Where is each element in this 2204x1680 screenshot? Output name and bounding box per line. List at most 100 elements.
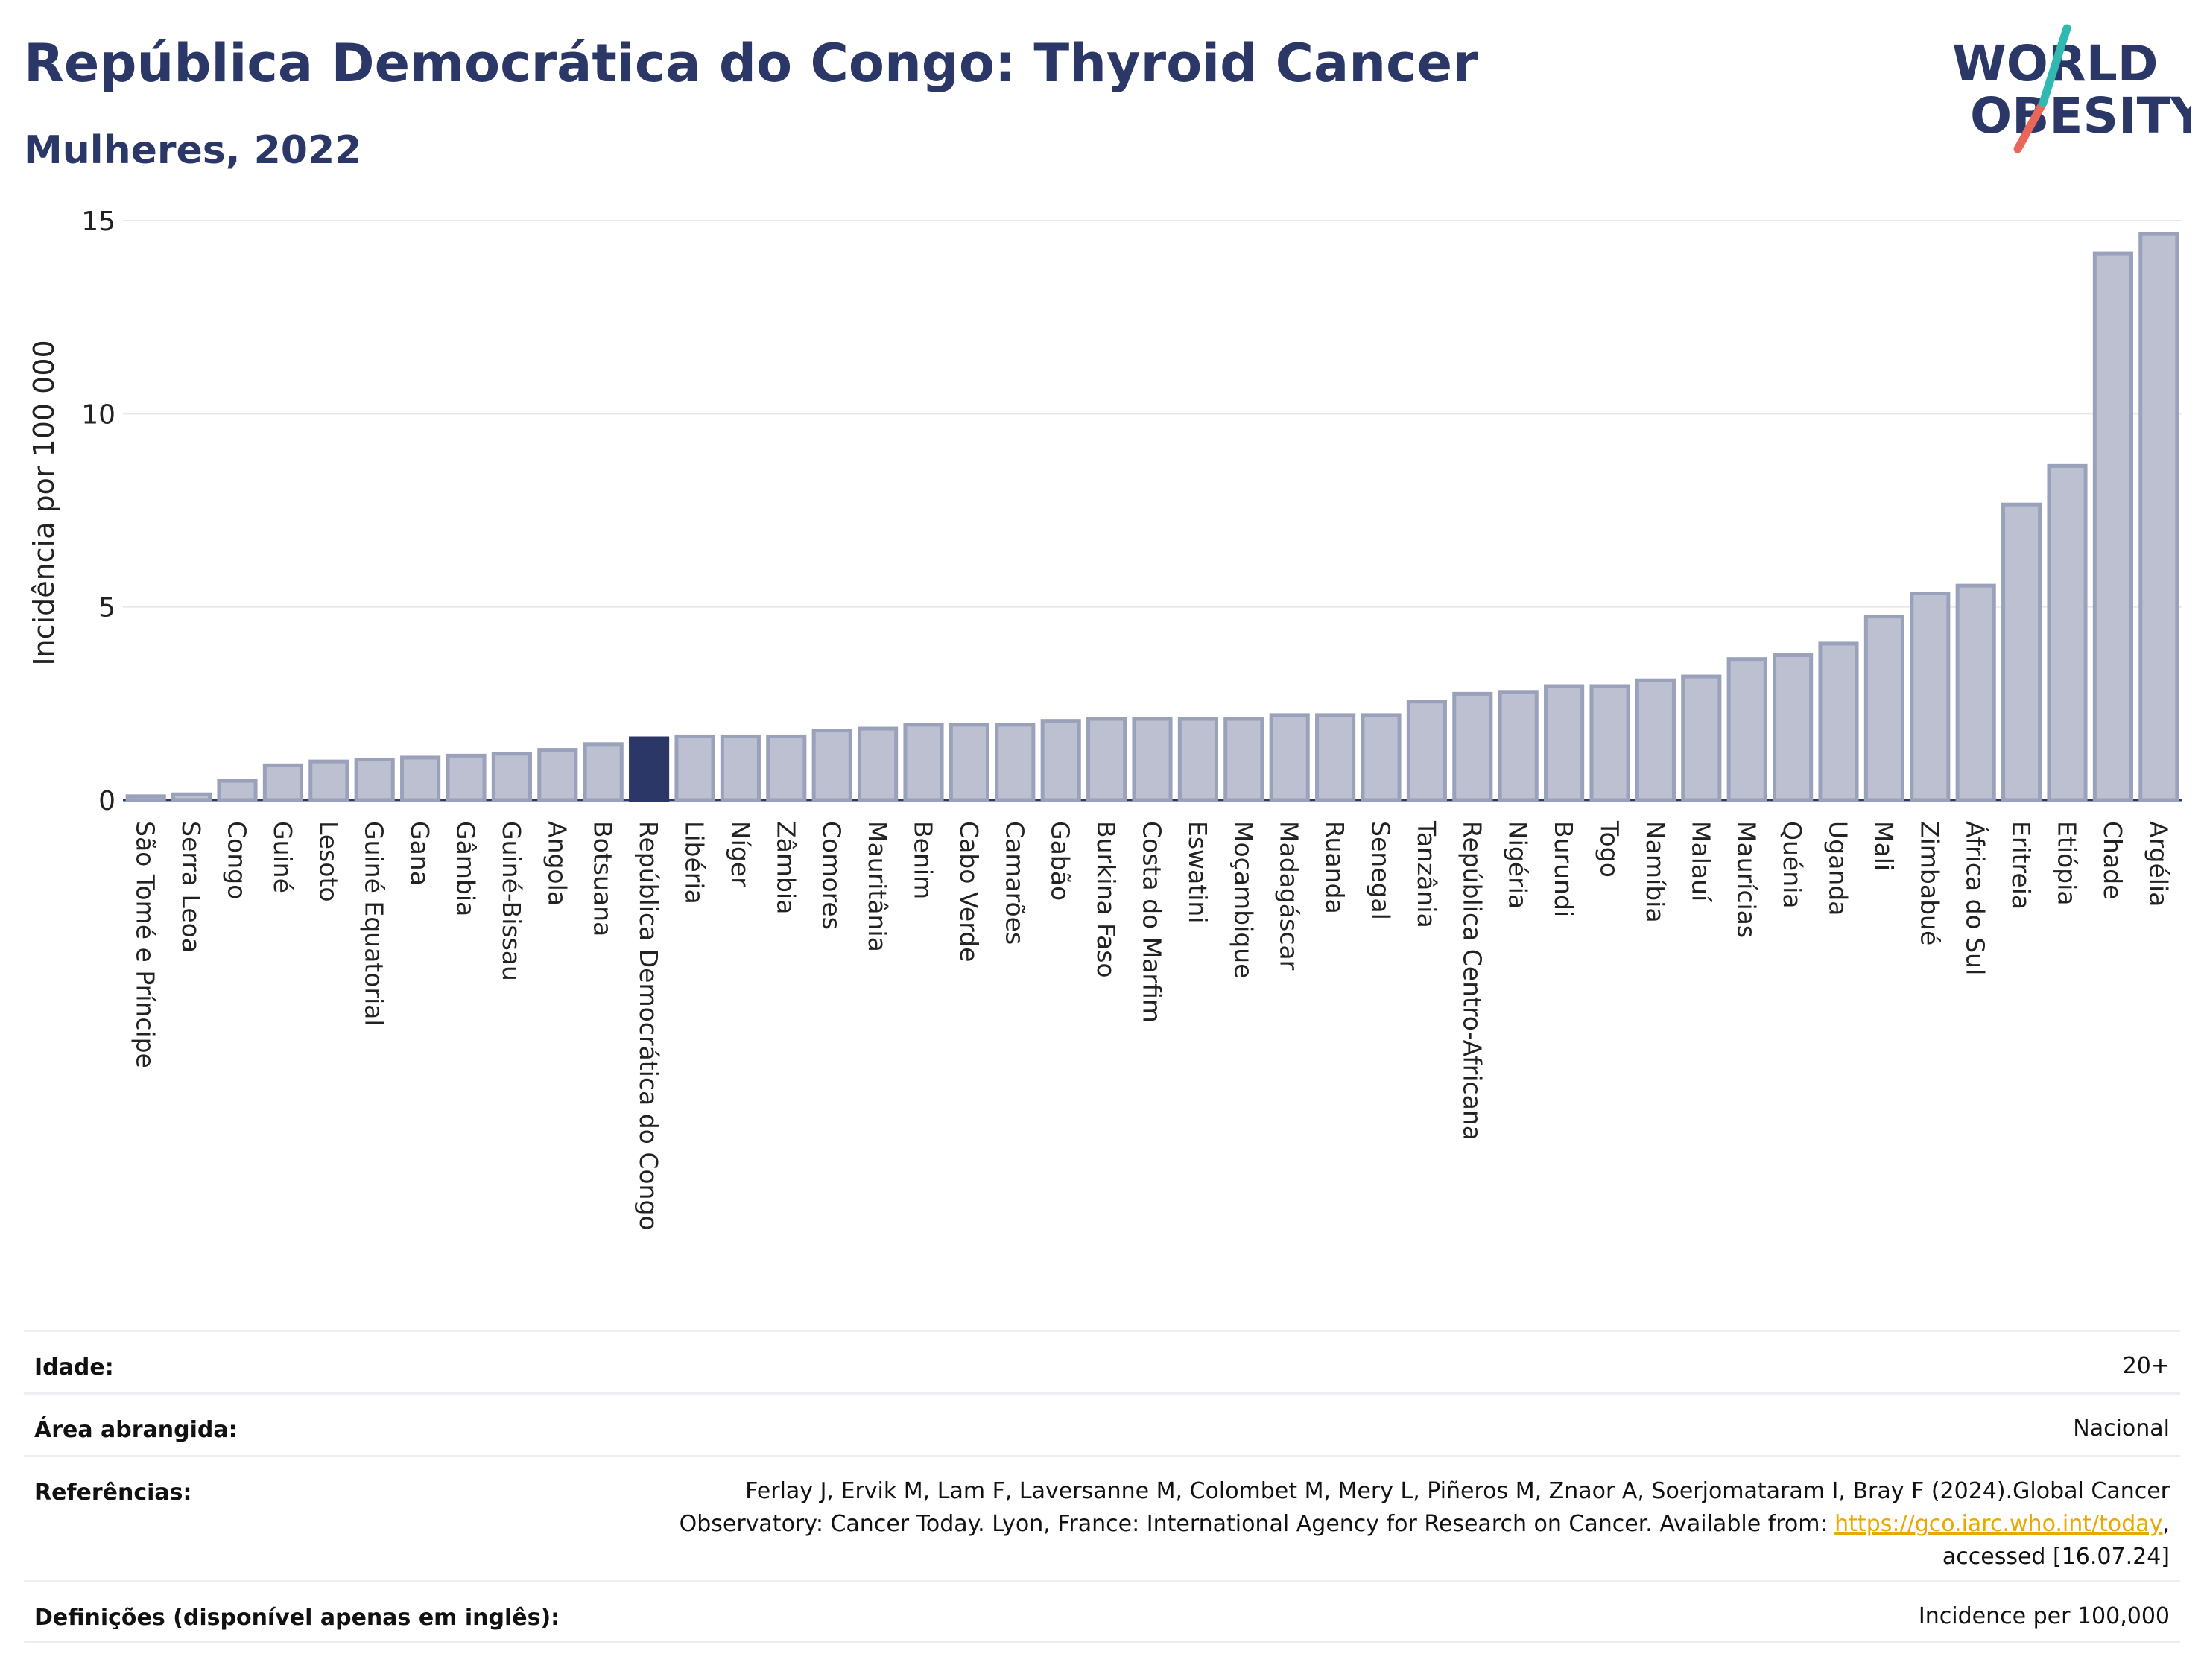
definitions-label: Definições (disponível apenas em inglês)… (34, 1605, 560, 1631)
bar-8 (446, 753, 487, 802)
area-label: Área abrangida: (34, 1417, 238, 1443)
bar-43 (2047, 463, 2088, 802)
x-tick-label: Senegal (1367, 821, 1396, 920)
bar-10 (537, 748, 578, 802)
age-label: Idade: (34, 1354, 114, 1381)
x-tick-label: Argélia (2144, 821, 2173, 907)
bar-31 (1498, 690, 1539, 802)
definitions-value: Incidence per 100,000 (1918, 1603, 2170, 1629)
x-tick-label: Eritreia (2007, 821, 2036, 910)
bar-33 (1589, 684, 1630, 802)
x-tick-label: Uganda (1824, 821, 1853, 916)
page-title: República Democrática do Congo: Thyroid … (24, 33, 1478, 94)
x-tick-label: Nigéria (1504, 821, 1533, 909)
x-tick-label: Botsuana (589, 821, 618, 936)
y-tick-label: 15 (81, 206, 115, 237)
bar-17 (858, 726, 899, 802)
y-axis-label: Incidência por 100 000 (28, 340, 60, 665)
bar-37 (1773, 653, 1814, 802)
bar-23 (1132, 717, 1173, 802)
bars (125, 232, 2179, 802)
x-tick-label: Eswatini (1183, 821, 1212, 923)
bar-21 (1040, 719, 1081, 802)
bar-29 (1406, 700, 1447, 802)
x-tick-label: Tanzânia (1412, 820, 1441, 928)
bar-25 (1223, 717, 1264, 802)
bar-41 (1955, 583, 1996, 802)
x-tick-label: Gâmbia (452, 821, 481, 916)
y-tick-labels: 0 5 10 15 (81, 206, 115, 817)
x-tick-label: Guiné (268, 821, 297, 893)
x-tick-label: Chade (2098, 821, 2127, 899)
bar-4 (262, 763, 303, 802)
info-row-area: Área abrangida: Nacional (24, 1392, 2180, 1455)
page-subtitle: Mulheres, 2022 (24, 128, 362, 173)
bar-11 (583, 742, 624, 802)
bar-36 (1726, 657, 1767, 802)
bar-5 (308, 759, 349, 802)
x-tick-labels: São Tomé e Príncipe Serra Leoa Congo Guiné L… (131, 820, 2173, 1231)
logo-line2: OBESITY (1970, 87, 2191, 145)
x-tick-label: Namíbia (1641, 821, 1670, 923)
x-tick-label: Mali (1869, 821, 1899, 871)
x-tick-label: Lesoto (314, 821, 343, 902)
y-tick-label: 0 (98, 786, 115, 817)
bar-7 (400, 755, 441, 802)
x-tick-label: Libéria (680, 821, 709, 904)
bar-16 (811, 729, 852, 802)
bar-13 (674, 734, 715, 802)
x-tick-label: Moçambique (1229, 821, 1258, 978)
x-tick-label: Guiné-Bissau (497, 821, 526, 981)
x-tick-label: Gabão (1046, 821, 1075, 901)
x-tick-label: Guiné Equatorial (360, 821, 389, 1027)
bar-chart: 0 5 10 15 São Tomé e Príncipe Serra Leoa Cong… (28, 206, 2182, 1231)
info-row-definitions: Definições (disponível apenas em inglês)… (24, 1580, 2180, 1643)
references-text-4: accessed [16.07.24] (1942, 1544, 2170, 1570)
area-value: Nacional (2073, 1416, 2170, 1442)
bar-1 (125, 794, 166, 802)
bar-6 (354, 758, 395, 802)
bar-45 (2138, 232, 2179, 802)
bar-15 (766, 734, 807, 802)
x-tick-label: Congo (223, 821, 252, 899)
x-tick-label: Burkina Faso (1092, 821, 1121, 978)
references-text-3: , (2162, 1511, 2170, 1537)
info-row-age: Idade: 20+ (24, 1330, 2180, 1392)
bar-40 (1910, 592, 1951, 802)
bar-27 (1315, 713, 1356, 802)
bar-24 (1177, 717, 1218, 802)
bar-32 (1544, 684, 1585, 802)
y-tick-label: 10 (81, 399, 115, 430)
x-tick-label: Togo (1595, 820, 1624, 878)
x-tick-label: África do Sul (1961, 821, 1991, 975)
bar-30 (1452, 691, 1493, 802)
x-tick-label: República Democrática do Congo (634, 821, 663, 1231)
bar-42 (2001, 502, 2042, 802)
x-tick-label: São Tomé e Príncipe (131, 821, 160, 1068)
x-tick-label: Burundi (1549, 821, 1578, 917)
x-tick-label: Níger (726, 821, 755, 887)
x-tick-label: Benim (909, 821, 938, 899)
x-tick-label: República Centro-Africana (1457, 821, 1486, 1141)
x-tick-label: Costa do Marfim (1138, 821, 1167, 1023)
bar-22 (1086, 717, 1127, 802)
info-row-references: Referências: Ferlay J, Ervik M, Lam F, L… (24, 1455, 2180, 1580)
bar-9 (491, 752, 532, 802)
x-tick-label: Maurícias (1732, 821, 1761, 938)
bar-26 (1269, 713, 1310, 802)
bar-18 (903, 723, 944, 802)
bar-20 (995, 723, 1036, 802)
x-tick-label: Cabo Verde (954, 821, 984, 962)
x-tick-label: Zimbabué (1915, 821, 1944, 945)
x-tick-label: Madagáscar (1275, 821, 1304, 971)
bar-44 (2092, 251, 2133, 802)
references-text-1: Ferlay J, Ervik M, Lam F, Laversanne M, … (745, 1478, 2170, 1504)
references-link[interactable]: https://gco.iarc.who.int/today (1834, 1511, 2163, 1537)
x-tick-label: Ruanda (1320, 821, 1349, 914)
references-text-2: Observatory: Cancer Today. Lyon, France:… (679, 1511, 1835, 1537)
bar-39 (1863, 615, 1904, 802)
x-tick-label: Mauritânia (863, 821, 892, 952)
bar-35 (1681, 674, 1722, 802)
x-tick-label: Gana (405, 821, 434, 886)
x-tick-label: Comores (817, 821, 846, 930)
